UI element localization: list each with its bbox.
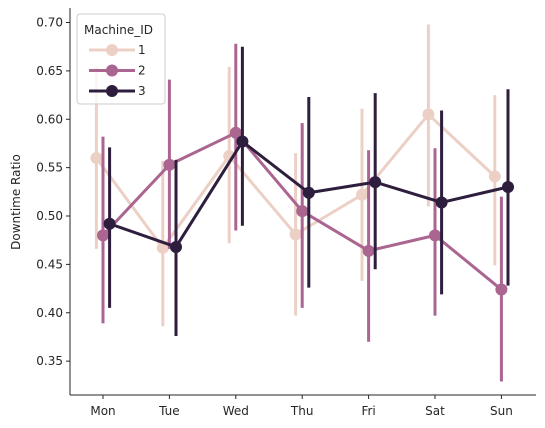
legend-marker [106,44,118,56]
x-tick-label: Fri [361,404,375,418]
data-point [296,205,309,218]
legend-label: 2 [138,64,146,78]
x-tick-label: Sun [490,404,513,418]
x-tick-label: Tue [158,404,180,418]
data-point [90,151,103,164]
plot-area [90,24,514,382]
legend-marker [106,64,118,77]
data-point [163,158,176,171]
x-tick-label: Sat [425,404,445,418]
data-point [502,180,514,193]
data-point [356,188,368,201]
data-point [488,170,501,183]
data-point [495,283,508,296]
y-tick-label: 0.70 [36,16,63,30]
data-point [435,196,448,209]
legend-marker [106,85,118,97]
legend: Machine_ID 1 2 3 [76,13,166,105]
data-point [236,135,249,148]
data-point [103,217,116,230]
x-tick-label: Thu [290,404,314,418]
data-point [422,108,435,121]
data-point [369,176,382,189]
axes: Downtime Ratio 0.35 0.40 0.45 0.50 0.55 0.60 0… [9,8,536,418]
y-tick-label: 0.50 [36,209,63,223]
x-tick-label: Mon [90,404,115,418]
data-point [289,228,302,241]
y-tick-label: 0.40 [36,306,63,320]
legend-frame [76,13,166,105]
y-axis-label: Downtime Ratio [9,154,23,250]
data-point [302,186,315,199]
y-tick-label: 0.55 [36,161,63,175]
y-tick-label: 0.45 [36,257,63,271]
legend-title: Machine_ID [84,23,153,37]
data-point [362,244,375,257]
data-point [170,240,182,253]
y-tick-label: 0.35 [36,354,63,368]
data-point [97,229,109,242]
y-tick-label: 0.65 [36,64,63,78]
series-1 [90,24,501,327]
data-point [429,229,441,242]
legend-label: 1 [138,43,146,57]
series-3 [103,46,514,336]
legend-label: 3 [138,84,146,98]
y-tick-label: 0.60 [36,112,63,126]
x-tick-label: Wed [223,404,249,418]
data-point [229,126,242,139]
